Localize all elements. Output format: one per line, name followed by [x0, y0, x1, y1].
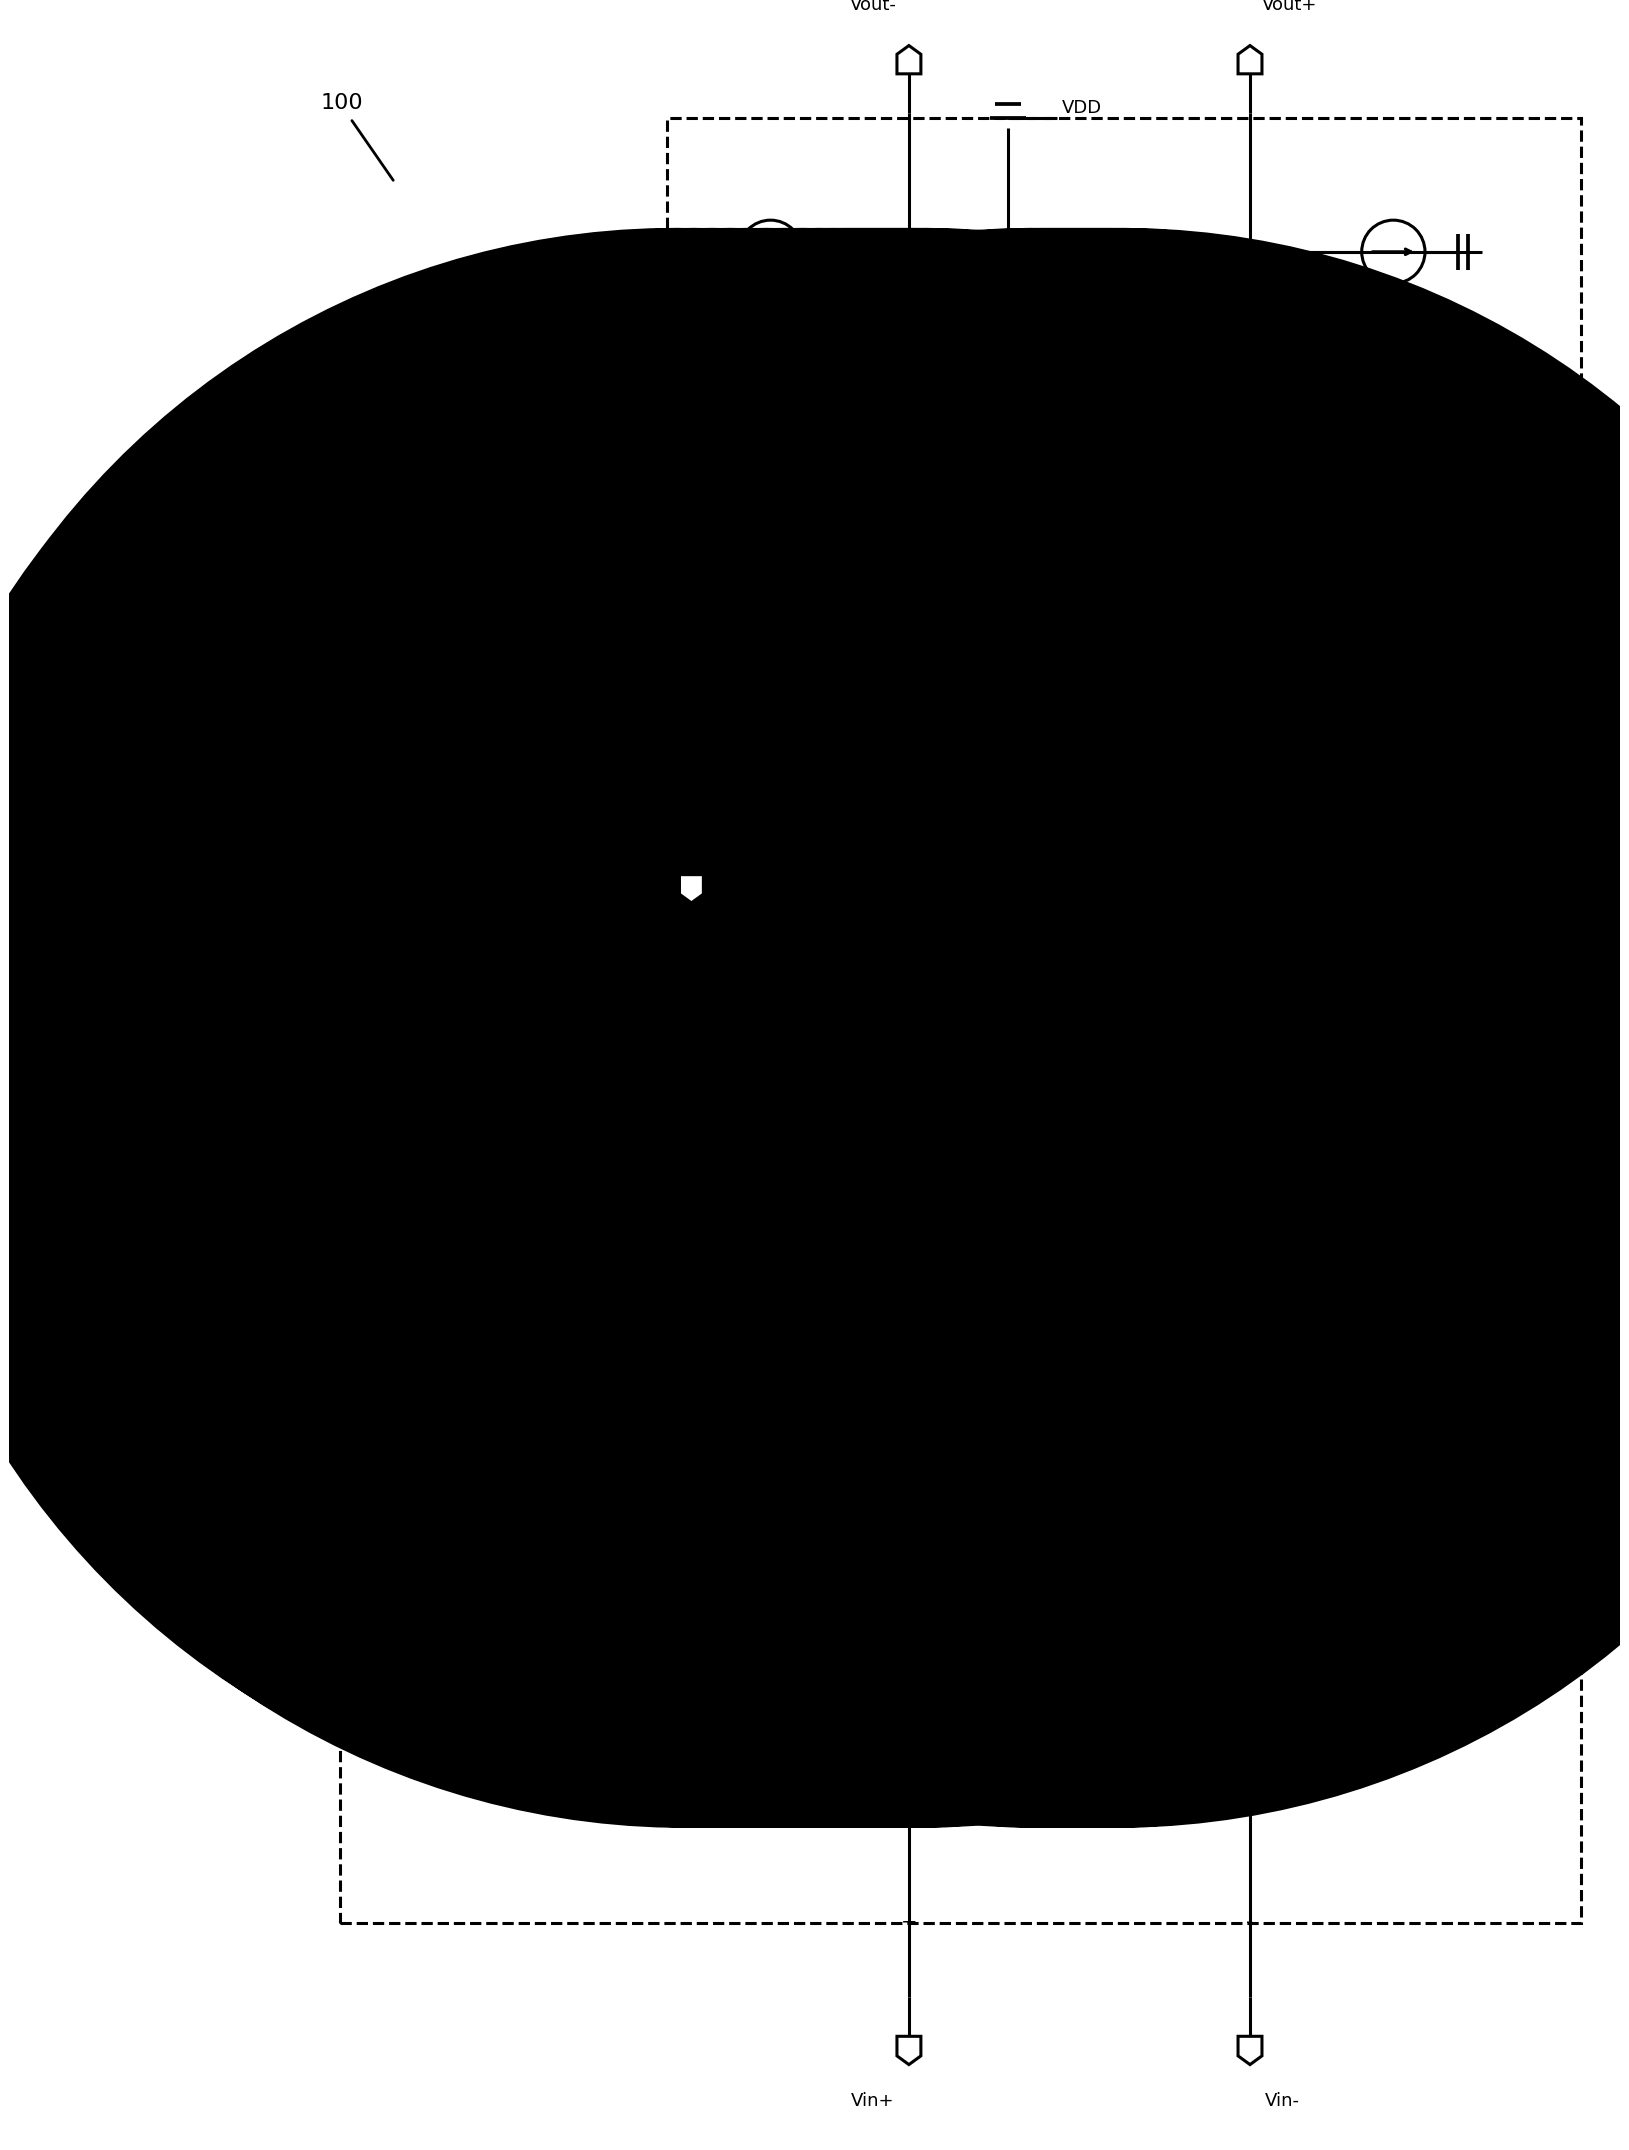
Circle shape [686, 1021, 697, 1034]
Circle shape [902, 424, 915, 436]
Circle shape [973, 1021, 984, 1034]
Text: +: + [901, 1914, 917, 1933]
Text: Vin+: Vin+ [850, 2092, 894, 2109]
Circle shape [686, 1021, 697, 1034]
Circle shape [902, 1021, 915, 1034]
Text: 110: 110 [394, 1438, 432, 1458]
Circle shape [1245, 1413, 1256, 1423]
Polygon shape [1238, 2036, 1262, 2064]
Text: Vout-: Vout- [850, 0, 898, 13]
Text: VR: VR [1106, 645, 1127, 660]
Circle shape [1091, 1021, 1103, 1034]
Circle shape [1245, 1331, 1256, 1342]
Text: 114: 114 [1096, 1232, 1131, 1249]
Circle shape [1170, 1021, 1181, 1034]
Text: Vout+: Vout+ [1262, 0, 1318, 13]
Circle shape [1116, 245, 1127, 258]
Polygon shape [898, 2036, 920, 2064]
Circle shape [1245, 1021, 1256, 1034]
Text: FIG. 1: FIG. 1 [143, 813, 225, 836]
Circle shape [1116, 424, 1127, 436]
Text: 122: 122 [771, 471, 805, 488]
Text: 120: 120 [717, 836, 753, 854]
Circle shape [902, 245, 915, 258]
Text: Vin-: Vin- [1264, 2092, 1300, 2109]
Text: Iss2: Iss2 [1377, 297, 1409, 316]
Circle shape [824, 310, 836, 322]
Text: A1: A1 [858, 1331, 880, 1348]
Text: +: + [606, 1385, 619, 1402]
Text: A2: A2 [601, 1331, 624, 1348]
Text: +: + [927, 593, 940, 613]
Text: R2: R2 [1065, 985, 1088, 1002]
Text: P1: P1 [929, 273, 950, 290]
Polygon shape [1238, 45, 1262, 73]
Circle shape [661, 1021, 673, 1034]
Text: -: - [1246, 1914, 1254, 1933]
Text: Iss1: Iss1 [754, 297, 787, 316]
Circle shape [1002, 245, 1013, 258]
Text: P2: P2 [1142, 273, 1161, 290]
Circle shape [1008, 424, 1021, 436]
Circle shape [973, 1021, 984, 1034]
Text: Bias Control
Unit: Bias Control Unit [1124, 1352, 1217, 1385]
Circle shape [902, 1413, 915, 1423]
Text: -: - [837, 1385, 842, 1402]
Circle shape [1245, 245, 1256, 258]
Polygon shape [679, 875, 704, 903]
Text: 112: 112 [494, 1191, 528, 1210]
Text: -: - [555, 1385, 560, 1402]
Circle shape [1575, 1021, 1587, 1034]
Circle shape [902, 1331, 915, 1342]
Text: VDD: VDD [1062, 99, 1103, 118]
Text: R1: R1 [868, 985, 891, 1002]
Polygon shape [898, 45, 920, 73]
Text: +: + [779, 1385, 792, 1402]
Circle shape [902, 245, 915, 258]
Circle shape [1245, 1096, 1256, 1107]
Text: -: - [886, 593, 893, 613]
Text: Vref: Vref [640, 836, 676, 854]
Circle shape [1245, 1413, 1256, 1423]
Circle shape [902, 424, 915, 436]
Circle shape [1245, 424, 1256, 436]
Circle shape [902, 1096, 915, 1107]
Text: 100: 100 [321, 92, 363, 114]
Circle shape [902, 1413, 915, 1423]
